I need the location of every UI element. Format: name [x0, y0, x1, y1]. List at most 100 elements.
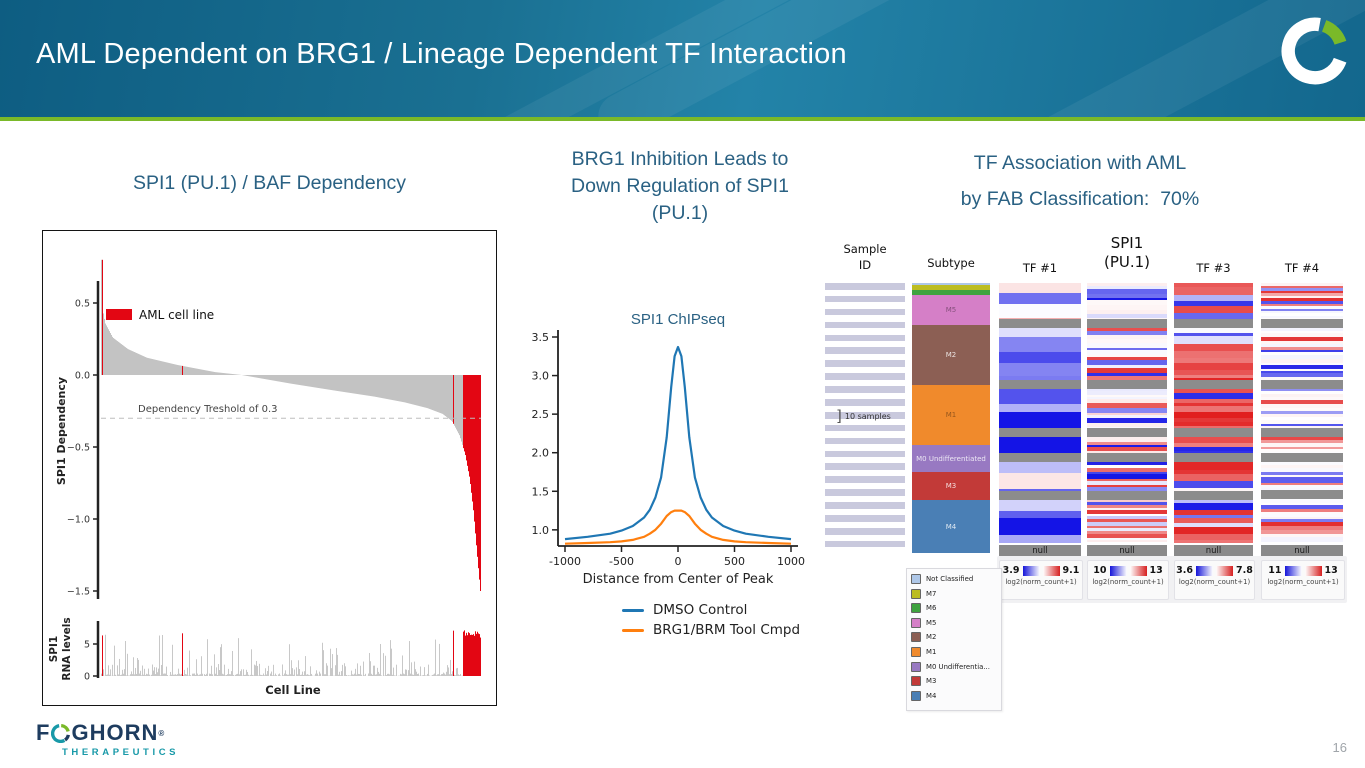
blue-gradient-swatch: [1196, 565, 1213, 576]
fab-label: M6: [926, 604, 937, 613]
heat-row: [1087, 331, 1167, 336]
sample-stripe: [825, 366, 905, 374]
sample-stripe: [825, 411, 905, 419]
heat-row: [1087, 484, 1167, 488]
heat-row: [1174, 313, 1253, 320]
left-panel-title: SPI1 (PU.1) / BAF Dependency: [132, 172, 407, 194]
logo-o-ring-icon: [51, 723, 71, 743]
heat-row: [1261, 328, 1343, 331]
heatmap-column-3: [1174, 283, 1253, 543]
fab-label: Not Classified: [926, 575, 974, 583]
heat-row: [1174, 351, 1253, 358]
sample-stripe: [825, 418, 905, 425]
logo-subtitle: THERAPEUTICS: [62, 747, 180, 758]
heat-row: [999, 375, 1081, 381]
heat-row: [1261, 407, 1343, 411]
svg-text:−0.5: −0.5: [67, 443, 90, 454]
heat-row: [1261, 447, 1343, 450]
brg1-line-swatch: [622, 628, 644, 632]
svg-text:3.5: 3.5: [532, 331, 550, 344]
heat-row: [1261, 352, 1343, 356]
svg-text:SPI1 Dependency: SPI1 Dependency: [55, 377, 68, 485]
sample-stripe: [825, 457, 905, 464]
heat-row: [1087, 502, 1167, 506]
svg-text:1.0: 1.0: [532, 524, 550, 537]
heat-row: [1174, 426, 1253, 429]
heat-row: [1087, 342, 1167, 348]
heat-row: [1174, 300, 1253, 306]
heat-row: [1087, 283, 1167, 286]
heat-row: [1174, 328, 1253, 333]
heat-row: [1087, 403, 1167, 408]
heat-row: [1261, 479, 1343, 483]
heat-row: [1261, 482, 1343, 486]
heatmap-column-4: [1261, 283, 1343, 543]
svg-text:1.5: 1.5: [532, 485, 550, 498]
heat-row: [1261, 522, 1343, 527]
heat-row: [1261, 341, 1343, 344]
fab-swatch: [911, 588, 921, 599]
heat-row: [1174, 488, 1253, 491]
heat-row: [999, 283, 1081, 293]
heat-row: [1174, 462, 1253, 470]
heat-row: [1174, 499, 1253, 504]
tf-column-header-2: SPI1 (PU.1): [1103, 234, 1151, 271]
heat-row: [999, 336, 1081, 353]
null-row: [1087, 452, 1167, 462]
sample-stripe: [825, 283, 905, 290]
blue-gradient-swatch: [1022, 565, 1040, 576]
heat-row: [1261, 461, 1343, 466]
null-row: [999, 427, 1081, 437]
heat-row: [999, 473, 1081, 490]
sample-stripe: [825, 521, 905, 528]
sample-stripe: [825, 540, 905, 548]
heat-row: [1174, 378, 1253, 381]
heat-row: [1261, 301, 1343, 304]
heat-row: [1087, 451, 1167, 453]
subtype-segment: M1: [912, 385, 990, 445]
fab-legend-item: M0 Undifferentia...: [911, 661, 997, 672]
color-scale-2: 10 13 log2(norm_count+1): [1087, 560, 1169, 600]
heat-row: [1174, 287, 1253, 295]
heat-row: [999, 510, 1081, 519]
spi1-chipseq-chart: SPI1 ChIPseq 1.0 1.5 2.0 2.5 3.0 3.5 -1000 -500 0…: [532, 311, 806, 587]
sample-stripe: [825, 502, 905, 509]
heat-row: [1087, 487, 1167, 491]
heat-row: [1087, 399, 1167, 404]
scale-min: 3.9: [1002, 565, 1020, 576]
heat-row: [999, 303, 1081, 319]
fab-swatch: [911, 632, 921, 643]
heat-row: [1087, 528, 1167, 531]
heat-row: [1261, 485, 1343, 488]
dependency-bars: [101, 259, 481, 591]
scale-values-row: 3.6 7.8: [1175, 565, 1254, 576]
heat-row: [1261, 533, 1343, 537]
heat-row: [1087, 437, 1167, 443]
heat-row: [1261, 349, 1343, 353]
heat-row: [1087, 375, 1167, 381]
heat-row: [1174, 357, 1253, 363]
heat-row: [1174, 417, 1253, 422]
color-scale-1: 3.9 9.1 log2(norm_count+1): [999, 560, 1083, 600]
fab-legend-item: M4: [911, 690, 997, 701]
heat-row: [1261, 315, 1343, 318]
heat-row: [999, 352, 1081, 364]
heat-row: [1174, 343, 1253, 352]
subtype-segment: [912, 290, 990, 295]
heat-row: [1261, 426, 1343, 429]
null-row: [1087, 490, 1167, 500]
sample-stripe: [825, 489, 905, 496]
scale-label: log2(norm_count+1): [1267, 578, 1339, 586]
fab-label: M3: [926, 677, 937, 686]
heat-row: [1261, 298, 1343, 302]
chipseq-legend: DMSO Control BRG1/BRM Tool Cmpd: [622, 602, 800, 642]
fab-swatch: [911, 690, 921, 701]
header-accent-line: [0, 117, 1365, 121]
sample-stripe: [825, 308, 905, 316]
dependency-chart-frame: Dependency Treshold of 0.3 0.5 0.0 −0.5 −1.0…: [42, 230, 497, 706]
heat-row: [1261, 516, 1343, 520]
sample-stripe: [825, 424, 905, 432]
heat-row: [1261, 288, 1343, 291]
heat-row: [1261, 423, 1343, 427]
heat-row: [1087, 414, 1167, 419]
